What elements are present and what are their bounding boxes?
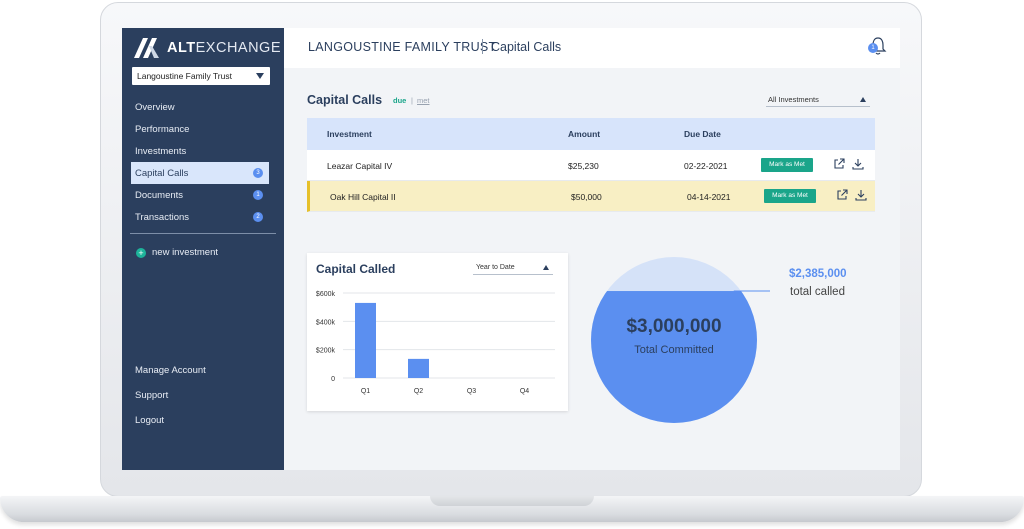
sidebar-item-label: Capital Calls [135,168,189,179]
called-commitment-area[interactable] [591,291,757,423]
y-tick-label: $600k [316,291,336,298]
x-tick-label: Q2 [414,388,423,395]
sidebar-item-capital-calls[interactable]: Capital Calls 3 [131,162,269,184]
capital-called-card: Capital Called Year to Date 0 $200k $400k $… [307,253,568,411]
table-row[interactable]: Leazar Capital IV $25,230 02-22-2021 Mar… [307,150,875,181]
breadcrumb-trust[interactable]: LANGOUSTINE FAMILY TRUST [308,40,497,54]
total-committed-label: Total Committed [634,344,714,356]
capital-calls-title: Capital Calls [307,93,383,107]
sidebar-divider [130,233,276,234]
count-badge: 1 [253,190,263,200]
sidebar-item-performance[interactable]: Performance [131,118,269,140]
x-tick-label: Q4 [520,388,529,395]
period-filter-value: Year to Date [476,264,515,271]
sidebar-nav: Overview Performance Investments Capital… [131,96,269,228]
bell-icon[interactable] [869,36,887,56]
amount-value: $50,000 [571,192,602,202]
count-badge: 2 [253,212,263,222]
chevron-down-icon [256,73,264,79]
sidebar-item-label: Transactions [135,212,190,223]
trust-select[interactable]: Langoustine Family Trust [132,67,270,85]
amount-value: $25,230 [568,161,599,171]
tab-due[interactable]: due [393,96,407,105]
sidebar-item-transactions[interactable]: Transactions 2 [131,206,269,228]
logo[interactable]: ALTEXCHANGE [134,38,281,58]
laptop-notch [430,496,594,506]
support-link[interactable]: Support [135,390,169,401]
download-icon[interactable] [855,189,867,201]
column-header-investment[interactable]: Investment [327,129,372,139]
bar-q2[interactable] [408,358,429,378]
mark-as-met-button[interactable]: Mark as Met [764,189,816,203]
total-called-value: $2,385,000 [789,268,847,280]
chevron-up-icon [543,265,549,270]
sidebar-item-label: Performance [135,124,190,135]
external-link-icon[interactable] [836,189,848,201]
sidebar-item-investments[interactable]: Investments [131,140,269,162]
page-header: LANGOUSTINE FAMILY TRUST Capital Calls 1 [284,28,900,68]
x-tick-label: Q3 [467,388,476,395]
sidebar-bottom-nav: Manage Account Support Logout [135,365,206,440]
investment-name: Oak Hill Capital II [330,192,396,202]
logo-text: ALTEXCHANGE [167,40,282,56]
due-date-value: 04-14-2021 [687,192,731,202]
mark-as-met-button[interactable]: Mark as Met [761,158,813,172]
notification-badge: 1 [868,43,878,53]
sidebar-item-documents[interactable]: Documents 1 [131,184,269,206]
capital-calls-table: Investment Amount Due Date Leazar Capita… [307,118,875,212]
chevron-up-icon [860,97,866,102]
new-investment-label: new investment [152,247,219,258]
manage-account-link[interactable]: Manage Account [135,365,206,376]
sidebar: ALTEXCHANGE Langoustine Family Trust Ove… [122,28,284,470]
sidebar-item-label: Overview [135,102,175,113]
logout-link[interactable]: Logout [135,415,165,426]
commitment-pie-chart [591,257,770,423]
sidebar-item-label: Documents [135,190,184,201]
investment-name: Leazar Capital IV [327,161,393,171]
investment-filter-value: All Investments [768,95,819,104]
breadcrumb-separator [482,39,483,54]
capital-called-title: Capital Called [316,262,396,276]
sidebar-item-overview[interactable]: Overview [131,96,269,118]
plus-icon: + [136,247,146,258]
y-tick-label: 0 [331,376,335,383]
sidebar-item-label: Investments [135,146,187,157]
table-row[interactable]: Oak Hill Capital II $50,000 04-14-2021 M… [307,181,875,212]
capital-called-bar-chart: 0 $200k $400k $600k Q1 Q2 Q3 Q4 [316,291,555,395]
total-committed-value: $3,000,000 [626,316,722,337]
altexchange-logo-icon [134,38,159,58]
y-tick-label: $400k [316,319,336,326]
bar-q1[interactable] [355,302,376,378]
period-filter-select[interactable]: Year to Date [473,262,553,275]
table-header: Investment Amount Due Date [307,118,875,150]
x-tick-label: Q1 [361,388,370,395]
investment-filter-select[interactable]: All Investments [766,93,870,107]
column-header-due-date[interactable]: Due Date [684,129,721,139]
external-link-icon[interactable] [833,158,845,170]
column-header-amount[interactable]: Amount [568,129,601,139]
page-title: Capital Calls [491,40,562,54]
total-called-label: total called [790,286,845,298]
download-icon[interactable] [852,158,864,170]
trust-select-value: Langoustine Family Trust [137,71,232,81]
count-badge: 3 [253,168,263,178]
new-investment-button[interactable]: + new investment [136,247,218,258]
tab-separator: | [411,96,413,105]
app-screen: ALTEXCHANGE Langoustine Family Trust Ove… [122,28,900,470]
due-date-value: 02-22-2021 [684,161,728,171]
tab-met[interactable]: met [417,96,430,105]
y-tick-label: $200k [316,348,336,355]
